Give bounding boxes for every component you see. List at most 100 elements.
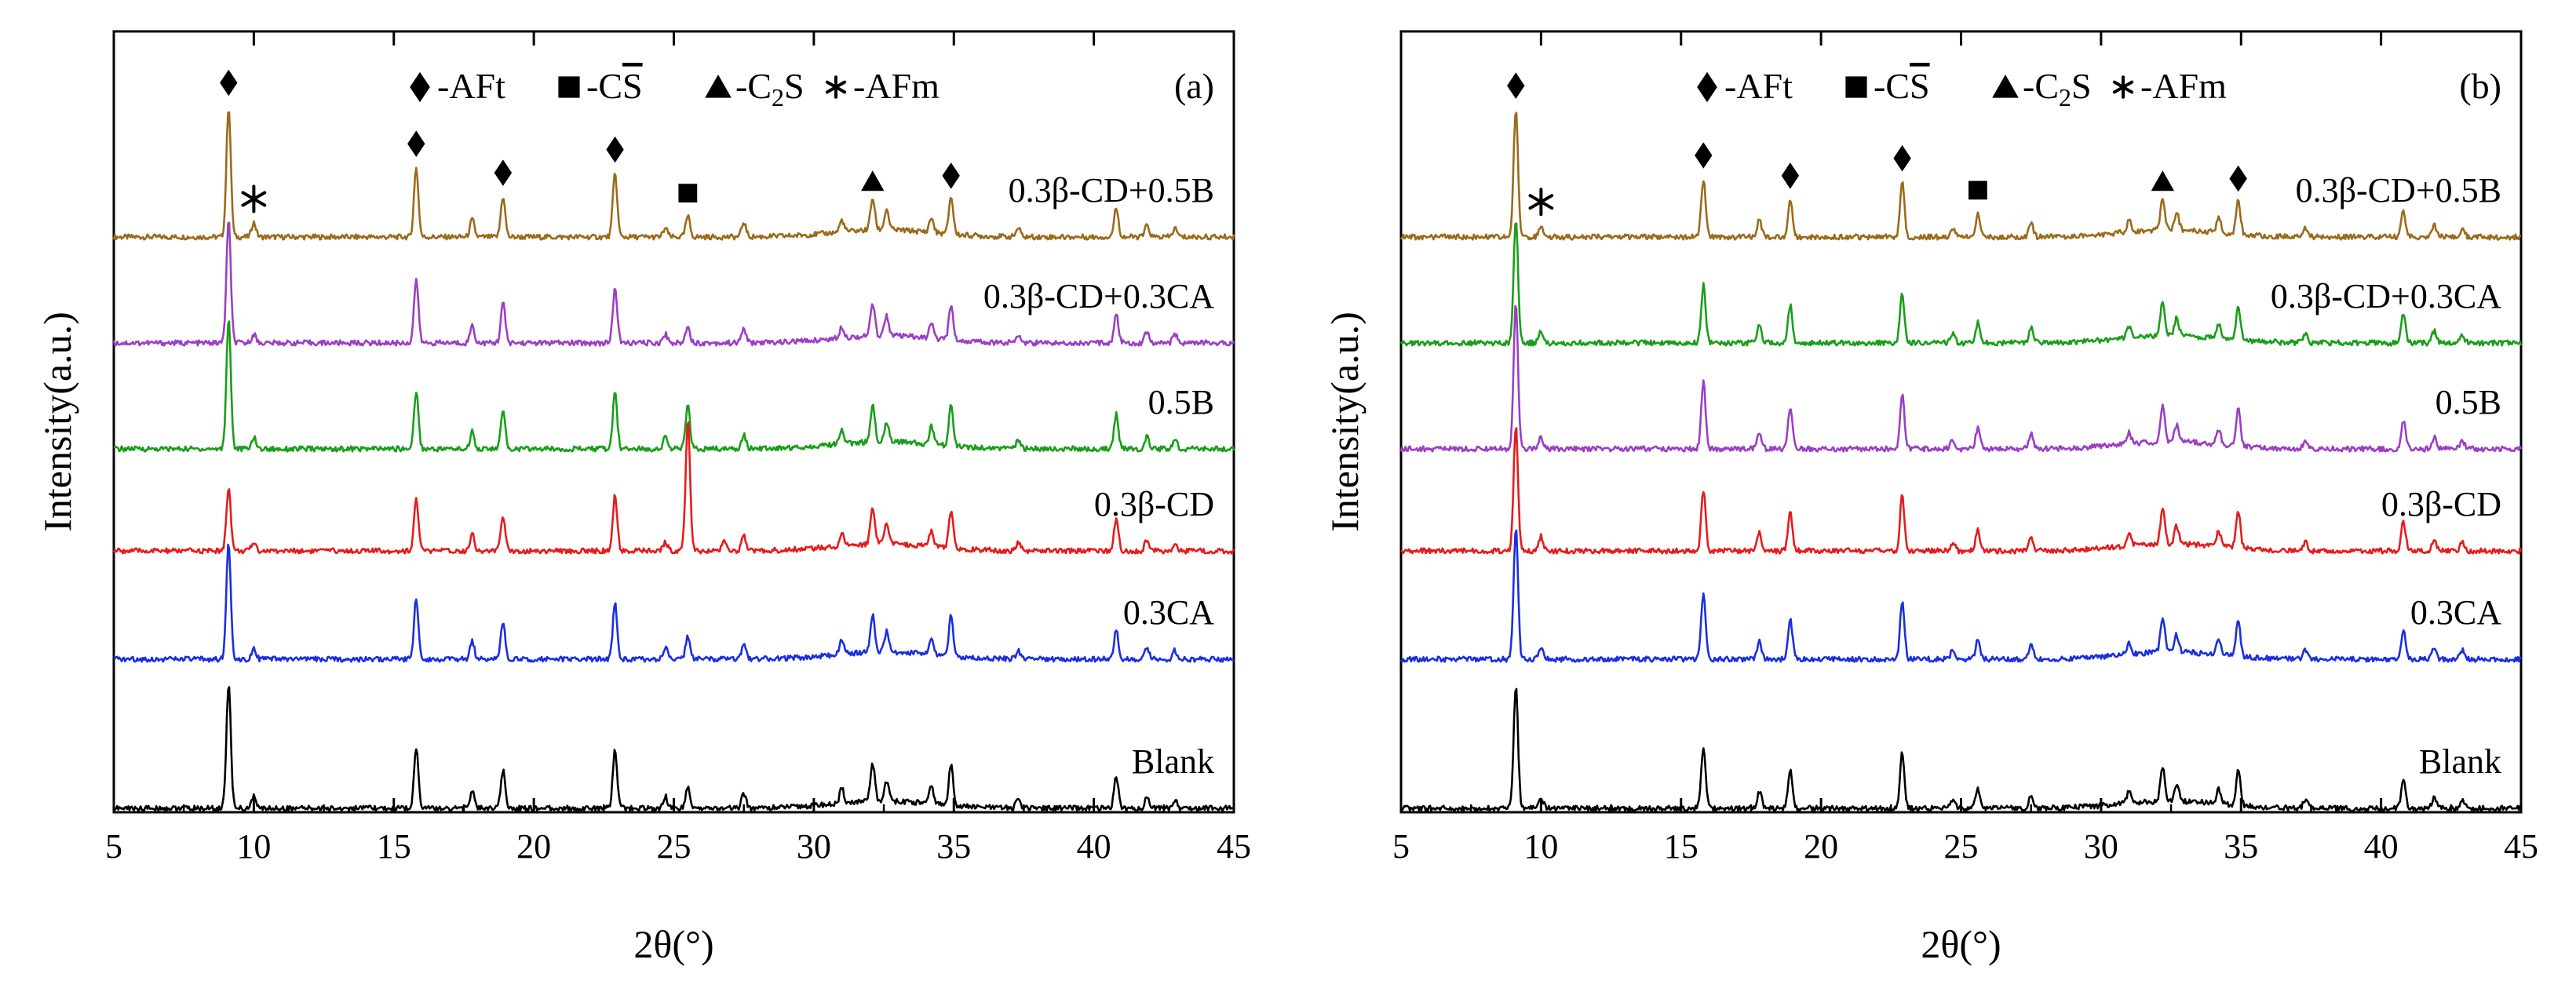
x-tick-label: 15 [377, 827, 411, 866]
series-label: 0.3β-CD [2381, 485, 2501, 523]
legend-entry-triangle: -C2S [1992, 66, 2092, 111]
legend-entry-asterisk: -AFm [2112, 66, 2227, 106]
x-axis-label: 2θ(°) [1921, 922, 2001, 966]
series-line-0 [1399, 111, 2521, 241]
panel-a: 5 10 15 20 25 30 35 40 45 2θ(°) Intensity(a.u.) (a)… [35, 30, 1251, 966]
x-tick-label: 5 [105, 827, 122, 866]
triangle-icon [861, 170, 885, 191]
y-axis-label: Intensity(a.u.) [1323, 312, 1366, 531]
diamond-icon [942, 162, 960, 189]
asterisk-icon [241, 184, 267, 213]
phase-marker-triangle [861, 170, 885, 191]
y-axis-label: Intensity(a.u.) [35, 312, 79, 531]
triangle-icon [2151, 170, 2175, 191]
legend-label: -AFm [853, 66, 940, 106]
x-tick-label: 35 [936, 827, 971, 866]
legend-entry-asterisk: -AFm [825, 66, 940, 106]
diamond-icon [1697, 71, 1717, 103]
asterisk-icon [825, 75, 847, 99]
diamond-icon [220, 69, 238, 97]
asterisk-icon [2112, 75, 2134, 99]
square-icon [558, 76, 580, 98]
phase-marker-diamond [494, 159, 513, 186]
legend-label: -CS [586, 66, 643, 106]
asterisk-stroke [2112, 80, 2134, 94]
phase-marker-diamond [942, 162, 960, 189]
diamond-icon [1695, 142, 1713, 169]
x-axis-label: 2θ(°) [633, 922, 713, 966]
triangle-icon [705, 75, 732, 98]
legend-entry-diamond: -AFt [410, 66, 505, 106]
diamond-icon [2229, 165, 2247, 192]
phase-marker-square [678, 184, 698, 202]
series-line-2 [1399, 304, 2523, 453]
legend-label: -C2S [735, 66, 805, 111]
x-tick-label: 30 [2084, 827, 2118, 866]
legend: -AFt -CS -C2S -AFm [1697, 66, 2227, 111]
legend-label: -AFm [2140, 66, 2227, 106]
x-tick-label: 10 [236, 827, 271, 866]
diamond-icon [1893, 144, 1911, 172]
square-icon [678, 184, 698, 202]
series-line-3 [112, 421, 1235, 555]
x-tick-label: 15 [1664, 827, 1698, 866]
diamond-icon [410, 71, 430, 103]
x-tick-label: 40 [1077, 827, 1111, 866]
x-tick-label: 35 [2224, 827, 2258, 866]
diamond-icon [1781, 162, 1800, 189]
legend-label: -C2S [2023, 66, 2092, 111]
triangle-icon [1992, 75, 2019, 98]
series-line-3 [1400, 427, 2523, 555]
diamond-icon [606, 136, 624, 163]
series-label: 0.5B [1148, 383, 1214, 421]
phase-marker-diamond [1893, 144, 1911, 172]
x-tick-label: 25 [657, 827, 691, 866]
panel-b: 5 10 15 20 25 30 35 40 45 2θ(°) Intensity(a.u.) (b)… [1323, 30, 2538, 966]
phase-marker-asterisk [241, 184, 267, 213]
square-icon [1968, 180, 1987, 200]
series-label: 0.3β-CD+0.5B [2296, 171, 2501, 210]
asterisk-stroke [241, 191, 267, 207]
series-label: 0.3β-CD+0.5B [1009, 171, 1214, 210]
series-label: 0.3β-CD+0.3CA [2271, 277, 2501, 315]
series-line-4 [1399, 529, 2523, 663]
series-line-1 [1399, 222, 2523, 347]
legend-entry-diamond: -AFt [1697, 66, 1793, 106]
diamond-icon [494, 159, 513, 186]
series-label: Blank [2419, 742, 2501, 781]
asterisk-stroke [825, 80, 847, 94]
series-line-1 [112, 221, 1235, 347]
series-label: 0.3β-CD+0.3CA [983, 277, 1214, 315]
plot-frame [1399, 30, 2523, 814]
series-line-5 [113, 686, 1235, 812]
x-tick-label: 45 [1217, 827, 1251, 866]
series-label: 0.5B [2436, 383, 2501, 421]
panel-label: (b) [2459, 66, 2501, 106]
series-line-5 [1399, 687, 2523, 812]
x-tick-label: 45 [2504, 827, 2538, 866]
asterisk-icon [1528, 188, 1554, 217]
series-line-0 [112, 111, 1235, 241]
phase-marker-square [1968, 180, 1987, 200]
series-line-2 [113, 320, 1235, 453]
square-icon [1845, 76, 1867, 98]
phase-marker-triangle [2151, 170, 2175, 191]
phase-marker-diamond [1695, 142, 1713, 169]
legend-label: -AFt [437, 66, 505, 106]
legend-entry-square: -CS [1845, 66, 1930, 106]
diamond-icon [407, 130, 425, 157]
asterisk-stroke [1528, 194, 1554, 210]
x-tick-label: 30 [797, 827, 831, 866]
phase-marker-diamond [1781, 162, 1800, 189]
phase-marker-diamond [1507, 72, 1525, 99]
x-tick-label: 5 [1392, 827, 1410, 866]
series-label: 0.3CA [1123, 593, 1214, 632]
phase-marker-asterisk [1528, 188, 1554, 217]
diamond-icon [1507, 72, 1525, 99]
phase-marker-diamond [407, 130, 425, 157]
legend-label: -AFt [1724, 66, 1793, 106]
phase-marker-diamond [606, 136, 624, 163]
series-label: 0.3CA [2410, 593, 2501, 632]
legend-label: -CS [1874, 66, 1930, 106]
